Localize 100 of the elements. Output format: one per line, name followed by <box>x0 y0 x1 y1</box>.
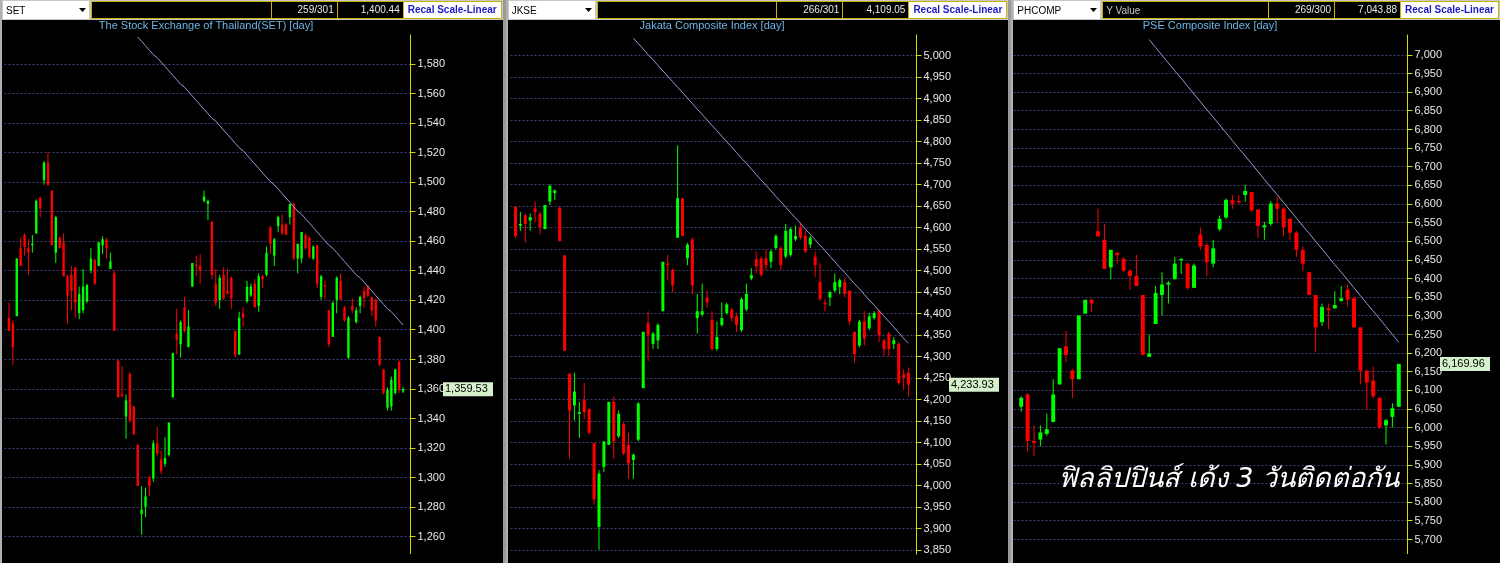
candlestick <box>842 278 846 298</box>
candlestick <box>1045 412 1050 437</box>
y-tick-label: 1,320 <box>417 441 446 454</box>
y-tick-label: 7,000 <box>1414 48 1443 60</box>
y-tick-label: 1,480 <box>417 204 446 217</box>
text: 269/300 <box>1268 2 1335 18</box>
candlestick <box>882 338 886 357</box>
y-tick-label: 6,550 <box>1414 215 1443 228</box>
candlestick <box>518 211 522 232</box>
candlestick <box>852 331 856 364</box>
candlestick <box>1070 368 1075 399</box>
chart-title: The Stock Exchange of Thailand(SET) [day] <box>98 19 314 31</box>
candlestick <box>382 368 385 395</box>
y-tick-label: 6,500 <box>1414 234 1443 247</box>
candlestick <box>66 274 69 325</box>
candlestick <box>828 290 832 307</box>
candlestick <box>1038 424 1043 447</box>
candlestick <box>1281 206 1286 237</box>
chart-title: Jakata Composite Index [day] <box>639 19 785 31</box>
y-tick-label: 1,540 <box>417 116 446 129</box>
text: 1,400.44 <box>336 2 403 18</box>
y-tick-label: 6,800 <box>1414 122 1443 135</box>
candlestick <box>23 232 26 257</box>
y-tick-label: 4,200 <box>923 392 951 405</box>
candlestick <box>906 366 910 398</box>
y-tick-label: 4,250 <box>923 371 951 384</box>
text: JKSE <box>511 4 537 16</box>
candlestick <box>1160 271 1165 316</box>
y-tick-label: 5,000 <box>923 48 951 61</box>
text: 266/301 <box>776 2 843 18</box>
candlestick <box>1256 208 1261 239</box>
y-tick-label: 6,300 <box>1414 308 1443 321</box>
y-tick-label: 4,100 <box>923 435 951 448</box>
candlestick <box>538 211 542 235</box>
y-tick-label: 5,750 <box>1414 513 1443 526</box>
y-tick-label: 1,380 <box>417 352 446 365</box>
candlestick <box>323 280 327 299</box>
candlestick <box>813 250 817 278</box>
y-tick-label: 6,400 <box>1414 271 1443 284</box>
y-tick-label: 6,100 <box>1414 383 1443 396</box>
candlestick <box>222 266 225 301</box>
candlestick <box>1320 303 1325 327</box>
candlestick <box>140 485 143 536</box>
y-tick-label: 6,900 <box>1414 85 1443 98</box>
text: Y Value <box>1105 4 1142 16</box>
y-tick-label: 4,400 <box>923 306 951 319</box>
y-tick-label: 4,500 <box>923 263 951 276</box>
line-series <box>632 37 909 344</box>
candlestick <box>616 409 620 439</box>
y-tick-label: 1,400 <box>417 322 446 335</box>
candlestick <box>218 274 221 310</box>
candlestick <box>631 452 635 480</box>
text: PHCOMP <box>1017 4 1062 16</box>
candlestick <box>1345 283 1350 308</box>
y-tick-label: 1,340 <box>417 411 446 424</box>
candlestick <box>339 272 342 301</box>
candlestick <box>887 331 891 357</box>
candlestick <box>148 475 151 497</box>
candlestick <box>685 242 689 266</box>
candlestick <box>265 246 268 277</box>
y-tick-label: 3,850 <box>923 543 951 556</box>
text: Recal Scale-Linear <box>402 2 501 18</box>
y-tick-label: 1,420 <box>417 293 446 306</box>
candlestick <box>695 293 699 335</box>
candlestick <box>646 310 650 362</box>
candlestick <box>120 365 124 398</box>
candlestick <box>548 183 552 206</box>
candlestick <box>523 213 527 244</box>
y-tick-label: 3,900 <box>923 521 951 534</box>
candlestick <box>754 250 758 274</box>
y-tick-label: 6,350 <box>1414 290 1443 303</box>
y-tick-label: 1,520 <box>417 145 446 158</box>
candlestick <box>1198 226 1203 251</box>
y-tick-label: 1,280 <box>417 500 446 513</box>
candlestick <box>1269 200 1274 227</box>
text: 4,233.93 <box>950 377 994 390</box>
candlestick <box>308 235 311 260</box>
candlestick <box>670 267 674 293</box>
y-tick-label: 6,250 <box>1414 327 1443 340</box>
candlestick <box>818 262 822 302</box>
text: Recal Scale-Linear <box>908 2 1007 18</box>
candlestick <box>179 320 182 359</box>
candlestick <box>1365 370 1370 411</box>
y-tick-label: 6,850 <box>1414 103 1443 116</box>
y-tick-label: 1,440 <box>417 263 446 276</box>
text: 7,043.88 <box>1334 2 1401 18</box>
y-tick-label: 1,300 <box>417 470 446 483</box>
y-tick-label: 1,560 <box>417 86 446 99</box>
candlestick <box>105 237 108 260</box>
candlestick <box>1032 424 1037 457</box>
candlestick <box>1371 366 1376 399</box>
candlestick <box>533 201 537 223</box>
text: 6,169.96 <box>1442 356 1486 369</box>
y-tick-label: 1,260 <box>417 529 446 542</box>
y-tick-label: 1,580 <box>417 57 446 70</box>
candlestick <box>183 296 186 333</box>
candlestick <box>70 265 73 311</box>
y-tick-label: 4,750 <box>923 156 951 169</box>
candlestick <box>769 249 773 269</box>
text: 1,359.53 <box>445 382 488 395</box>
